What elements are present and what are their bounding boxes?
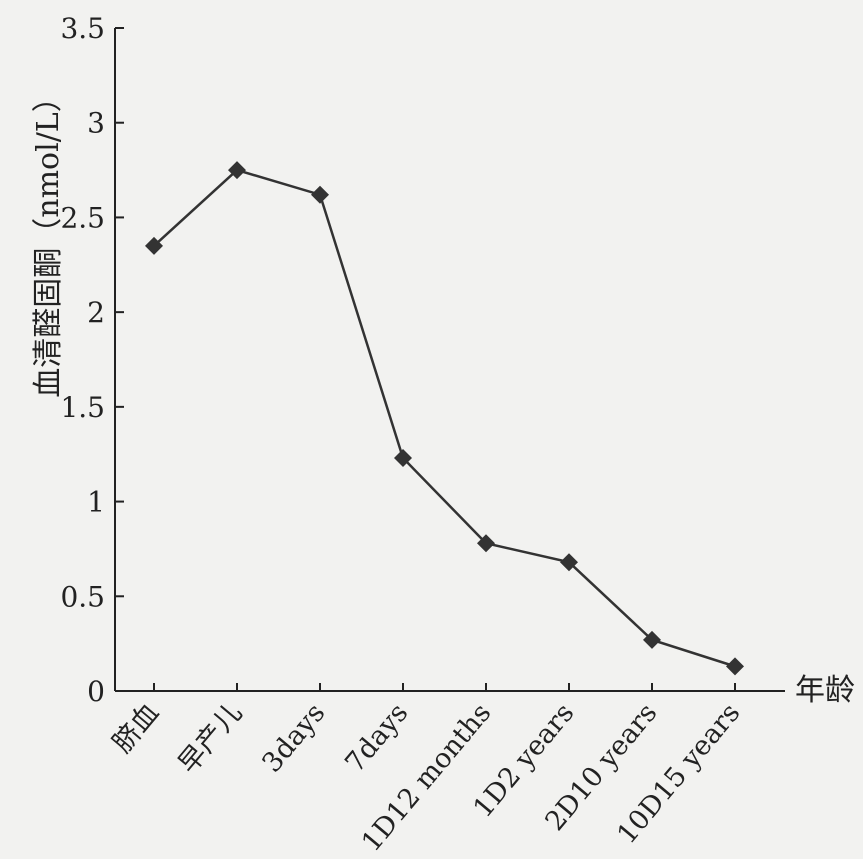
y-ticks: 0 0.5 1 1.5 2 2.5 3 3.5 bbox=[60, 12, 124, 708]
data-point bbox=[560, 553, 578, 572]
data-point bbox=[228, 161, 246, 180]
series-line bbox=[153, 168, 736, 668]
y-tick-label: 1.5 bbox=[60, 391, 105, 424]
data-point bbox=[311, 185, 329, 204]
data-point bbox=[643, 630, 661, 649]
x-tick-label: 7days bbox=[339, 698, 414, 779]
x-tick-label: 脐血 bbox=[107, 698, 165, 759]
y-axis-label: 血清醛固酮（nmol/L） bbox=[31, 82, 66, 397]
x-tick-label: 早产儿 bbox=[173, 698, 249, 780]
y-tick-label: 1 bbox=[87, 486, 105, 519]
data-point bbox=[726, 657, 744, 676]
data-point bbox=[394, 449, 412, 468]
y-tick-label: 2.5 bbox=[60, 201, 105, 234]
y-tick-label: 0 bbox=[87, 675, 105, 708]
data-point bbox=[477, 534, 495, 553]
x-axis-label: 年龄 bbox=[795, 673, 855, 708]
data-point bbox=[145, 236, 163, 255]
y-tick-label: 0.5 bbox=[60, 580, 105, 613]
x-tick-label: 3days bbox=[256, 698, 331, 779]
y-tick-label: 3 bbox=[87, 107, 105, 140]
series bbox=[145, 161, 744, 676]
axes bbox=[114, 28, 785, 692]
y-tick-label: 3.5 bbox=[60, 12, 105, 45]
y-tick-label: 2 bbox=[87, 296, 105, 329]
